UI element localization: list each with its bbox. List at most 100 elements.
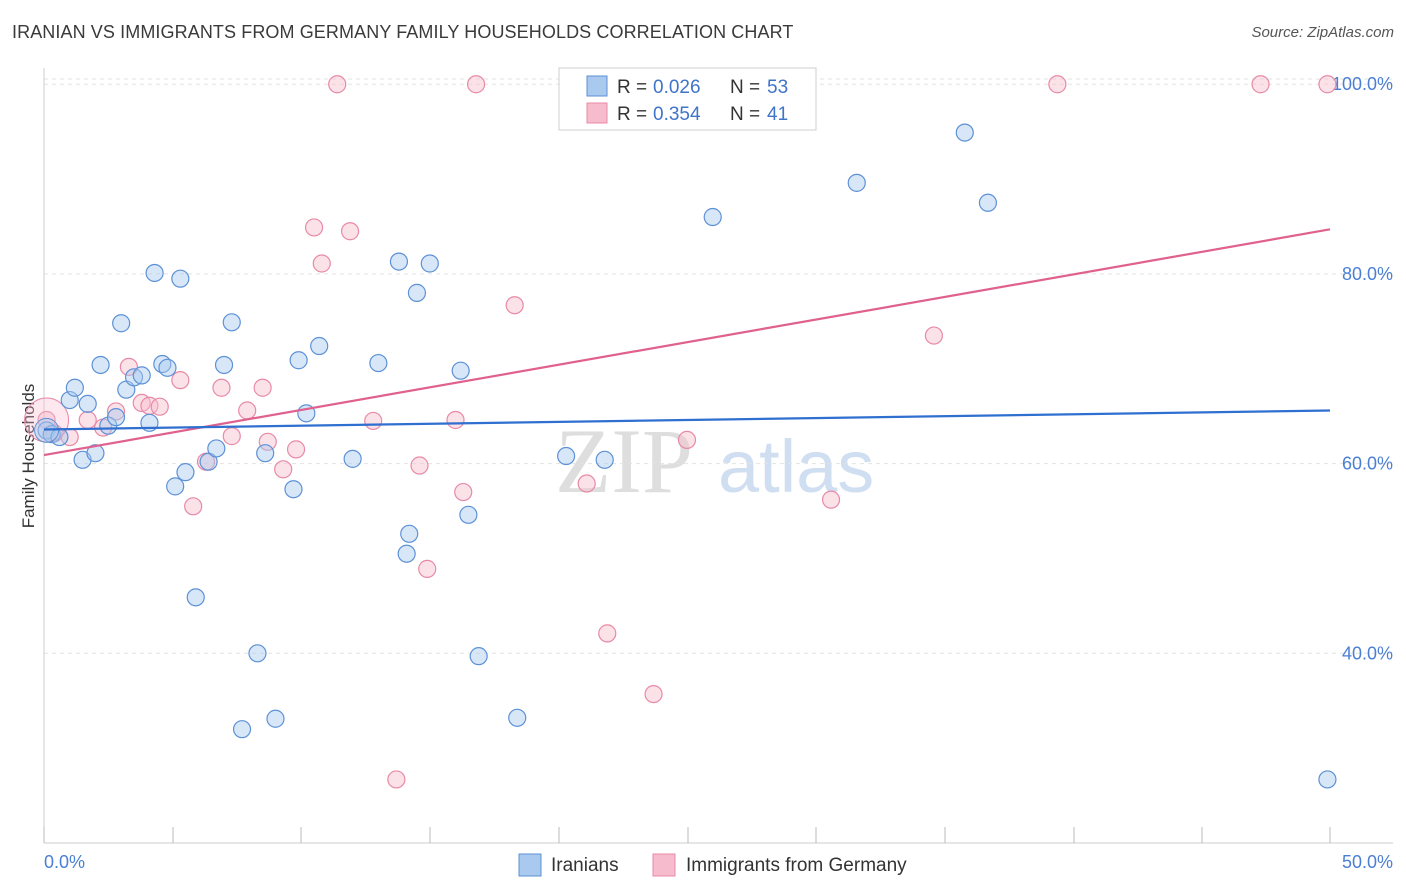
trend-line-iranians [43,409,1331,431]
data-point [166,477,185,496]
source-credit: Source: ZipAtlas.com [1251,24,1394,41]
data-point [232,720,252,739]
y-tick-label: 80.0% [1342,264,1393,284]
legend-n-label-iranians: N = [730,77,760,98]
data-point [150,397,169,416]
data-point [266,709,285,728]
data-point [340,222,360,241]
data-point [286,440,306,459]
series-iranians [34,123,1337,789]
data-point [238,401,257,420]
data-point [284,480,303,499]
data-point [1251,75,1270,94]
data-point [106,402,126,421]
data-point [454,482,473,502]
data-point [598,624,617,643]
x-tick-label-max: 50.0% [1342,852,1393,872]
data-point [446,410,465,430]
bottom-legend-label-iranians: Iranians [551,855,619,876]
data-point [508,708,527,727]
legend-n-label-germany: N = [730,104,760,125]
data-point [78,394,97,413]
data-point [214,355,234,375]
data-point [400,524,419,543]
data-point [184,497,203,516]
y-tick-labels: 40.0% 60.0% 80.0% 100.0% [1332,74,1393,663]
data-point [106,408,126,427]
legend-n-value-germany: 41 [767,104,788,125]
data-point [407,283,427,302]
data-point [212,378,231,397]
data-point [369,353,388,373]
data-point [410,456,429,475]
data-point [703,207,722,227]
legend-r-value-iranians: 0.026 [653,77,701,98]
correlation-legend: R = 0.026 N = 53 R = 0.354 N = 41 [558,67,817,131]
data-point [459,505,478,524]
trend-lines [43,228,1331,457]
data-point [595,450,614,469]
bottom-legend-label-germany: Immigrants from Germany [686,855,907,876]
data-point [171,371,190,390]
data-point [158,358,177,377]
data-point [821,490,841,509]
data-point [955,123,974,142]
data-point [222,313,241,332]
watermark-zip: ZIP [555,410,693,512]
data-point [644,684,663,704]
data-point [78,410,97,430]
data-point [978,193,998,212]
y-tick-label: 60.0% [1342,454,1393,474]
data-point [364,411,383,431]
data-point [289,351,308,370]
data-point [310,336,329,356]
data-point [112,314,131,333]
legend-swatch-iranians [586,75,608,97]
data-point [397,544,416,563]
data-point [389,252,409,271]
data-point [343,449,362,468]
data-point [86,444,105,463]
data-point [256,444,275,463]
data-point [186,588,205,607]
legend-r-value-germany: 0.354 [653,104,701,125]
data-point [312,254,331,273]
data-point [253,378,272,397]
data-point [222,427,241,446]
data-point [677,430,697,450]
data-point [577,474,596,493]
data-point [1318,770,1337,789]
legend-r-label-iranians: R = [617,77,647,98]
x-tick-label-min: 0.0% [44,852,85,872]
data-point [91,355,110,375]
data-point [387,770,406,789]
data-point [418,559,437,578]
legend-n-value-iranians: 53 [767,77,788,98]
bottom-legend-swatch-iranians [518,853,542,877]
y-tick-label: 40.0% [1342,643,1393,663]
data-point [132,366,151,385]
data-point [466,75,486,94]
data-point [65,378,84,397]
data-point [924,326,944,345]
data-point [469,647,488,666]
data-point [847,173,866,192]
gridlines [44,78,1393,654]
series-legend: Iranians Immigrants from Germany [518,853,907,877]
data-point [420,254,439,273]
data-point [505,296,524,315]
trend-line-germany [43,228,1331,457]
data-point [274,460,293,479]
data-point [451,361,470,380]
data-point [119,357,138,376]
data-point [557,446,576,466]
y-tick-label: 100.0% [1332,74,1393,94]
data-point [207,439,226,458]
bottom-legend-swatch-germany [652,853,676,877]
y-axis-title: Family Households [19,384,38,529]
axes [43,68,1393,844]
data-point [248,644,267,663]
data-point [1318,75,1337,94]
legend-swatch-germany [586,102,608,124]
data-point [145,263,164,283]
